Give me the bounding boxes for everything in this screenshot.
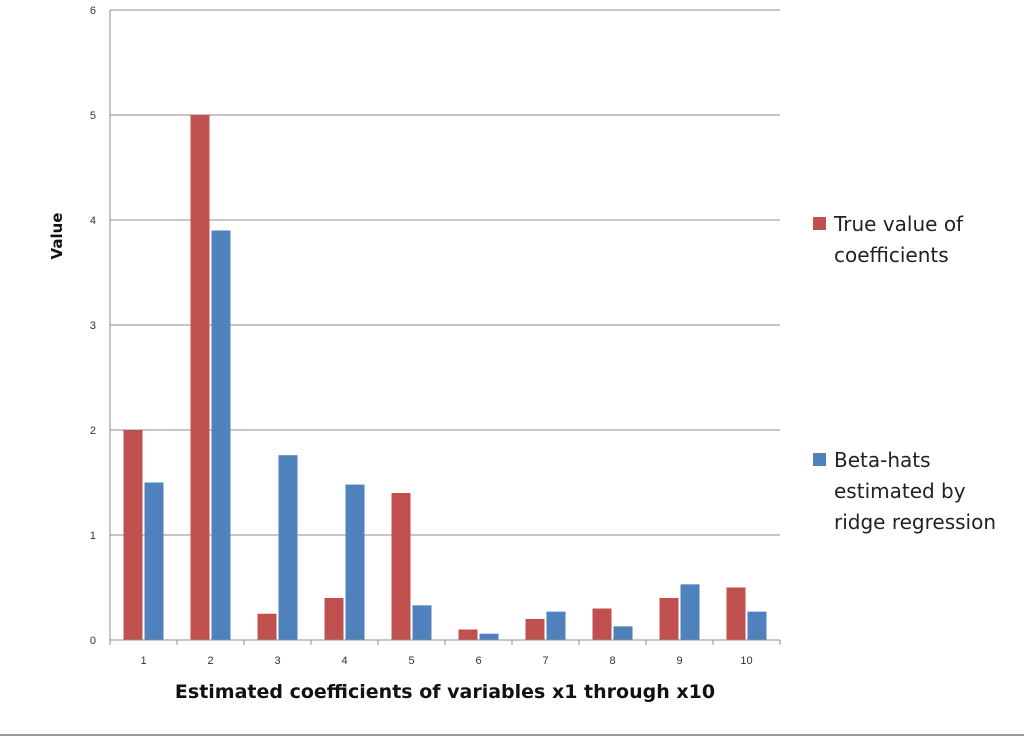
bar-true-value-6	[458, 629, 478, 640]
bar-beta-hat-7	[546, 611, 566, 640]
bar-beta-hat-6	[479, 633, 499, 640]
legend-item-true-value: True value of coefficients	[813, 212, 964, 267]
bar-beta-hat-10	[747, 611, 767, 640]
x-tick-label: 9	[676, 655, 682, 667]
bar-beta-hat-9	[680, 584, 700, 640]
legend: True value of coefficients Beta-hats estima…	[813, 212, 996, 534]
x-tick-label: 10	[740, 655, 752, 667]
bar-true-value-1	[123, 430, 143, 640]
x-tick-label: 7	[542, 655, 548, 667]
x-tick-label: 5	[408, 655, 414, 667]
bar-true-value-7	[525, 619, 545, 640]
legend-label: Beta-hats	[834, 448, 931, 472]
bar-true-value-2	[190, 115, 210, 640]
bar-beta-hat-4	[345, 484, 365, 640]
y-tick-labels: 0 1 2 3 4 5 6	[90, 5, 96, 647]
legend-label: ridge regression	[834, 510, 996, 534]
bar-beta-hat-2	[211, 230, 231, 640]
bar-beta-hat-3	[278, 455, 298, 640]
y-tick-label: 1	[90, 530, 96, 542]
x-tick-label: 6	[475, 655, 481, 667]
bar-beta-hat-5	[412, 605, 432, 640]
x-tick-label: 2	[207, 655, 213, 667]
bar-true-value-9	[659, 598, 679, 640]
legend-label: estimated by	[834, 479, 966, 503]
legend-swatch	[813, 453, 826, 466]
y-tick-label: 0	[90, 635, 96, 647]
y-tick-label: 2	[90, 425, 96, 437]
legend-label: True value of	[833, 212, 964, 236]
legend-item-beta-hats: Beta-hats estimated by ridge regression	[813, 448, 996, 534]
bar-true-value-4	[324, 598, 344, 640]
y-tick-label: 5	[90, 110, 96, 122]
y-tick-label: 6	[90, 5, 96, 17]
legend-swatch	[813, 217, 826, 230]
bar-beta-hat-8	[613, 626, 633, 640]
y-tick-label: 3	[90, 320, 96, 332]
y-axis-title: Value	[48, 213, 66, 260]
x-tick-label: 3	[274, 655, 280, 667]
bar-true-value-8	[592, 608, 612, 640]
gridlines	[110, 9, 780, 536]
x-ticks	[109, 640, 781, 645]
bar-beta-hat-1	[144, 482, 164, 640]
bar-true-value-5	[391, 493, 411, 640]
x-tick-label: 1	[140, 655, 146, 667]
bars	[123, 115, 767, 640]
x-tick-label: 4	[341, 655, 347, 667]
legend-label: coefficients	[834, 243, 949, 267]
y-tick-label: 4	[90, 215, 96, 227]
x-axis-title: Estimated coefficients of variables x1 t…	[175, 681, 715, 703]
bar-true-value-10	[726, 587, 746, 640]
x-tick-labels: 1 2 3 4 5 6 7 8 9 10	[140, 655, 752, 667]
bar-true-value-3	[257, 613, 277, 640]
x-tick-label: 8	[609, 655, 615, 667]
